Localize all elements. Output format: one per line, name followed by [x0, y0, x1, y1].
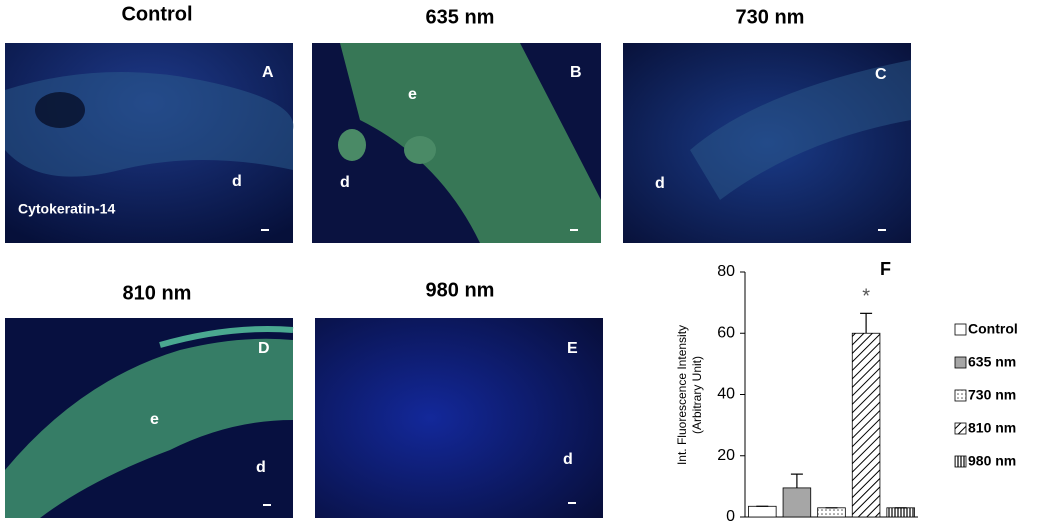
panel-letter: B — [570, 64, 582, 81]
y-tick-label: 0 — [726, 508, 735, 525]
region-label: d — [232, 173, 242, 190]
bar — [782, 487, 812, 518]
stain-label: Cytokeratin-14 — [18, 201, 115, 217]
legend-swatch — [954, 422, 967, 435]
legend-swatch — [954, 356, 967, 369]
significance-mark: * — [862, 286, 870, 308]
region-label: d — [563, 451, 573, 468]
y-tick-label: 20 — [717, 447, 735, 464]
y-tick-label: 60 — [717, 324, 735, 341]
region-label: d — [340, 174, 350, 191]
y-tick-label: 80 — [717, 263, 735, 280]
micrograph — [623, 43, 911, 243]
bar — [748, 505, 777, 518]
bar-chart: F Int. Fluorescence Intensity (Arbitrary… — [675, 259, 891, 465]
bar — [886, 507, 915, 518]
panel-letter: D — [258, 340, 270, 357]
y-axis-label: Int. Fluorescence Intensity — [675, 325, 689, 465]
legend-swatch — [954, 323, 967, 336]
panel-title: 635 nm — [426, 6, 495, 28]
region-label: d — [256, 459, 266, 476]
chart-title: F — [880, 259, 891, 279]
panel-title: 980 nm — [426, 279, 495, 301]
panel-title: Control — [121, 3, 192, 25]
bar — [851, 332, 881, 518]
panel-title: 730 nm — [736, 6, 805, 28]
y-axis-label: (Arbitrary Unit) — [690, 356, 704, 434]
region-label: d — [655, 175, 665, 192]
y-tick-label: 40 — [717, 386, 735, 403]
micrograph — [312, 43, 601, 243]
legend-swatch — [954, 455, 967, 468]
legend-label: 730 nm — [968, 387, 1016, 403]
legend-label: 635 nm — [968, 354, 1016, 370]
micrograph — [315, 318, 603, 518]
legend-label: 810 nm — [968, 420, 1016, 436]
micrograph — [5, 318, 294, 518]
region-label: e — [150, 411, 159, 428]
panel-letter: C — [875, 66, 887, 83]
micrograph — [5, 43, 294, 243]
panel-letter: A — [262, 64, 274, 81]
panel-title: 810 nm — [123, 282, 192, 304]
scale-bar — [261, 229, 886, 506]
region-label: e — [408, 86, 417, 103]
legend-label: Control — [968, 321, 1018, 337]
bar — [817, 507, 846, 518]
panel-letter: E — [567, 340, 578, 357]
legend-swatch — [954, 389, 967, 402]
legend-label: 980 nm — [968, 453, 1016, 469]
